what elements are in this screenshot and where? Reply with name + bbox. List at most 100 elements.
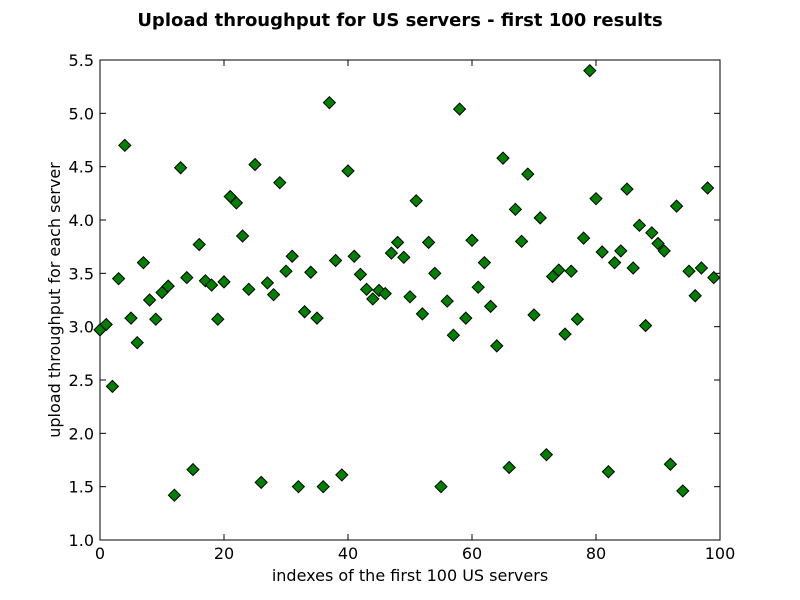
- data-point: [700, 181, 715, 195]
- y-tick-label: 1.5: [69, 478, 94, 497]
- data-point: [564, 264, 578, 278]
- data-point: [465, 233, 479, 247]
- data-point: [167, 488, 182, 502]
- data-point: [707, 270, 721, 285]
- data-point: [477, 255, 492, 270]
- data-point: [558, 327, 572, 341]
- data-point: [638, 318, 653, 333]
- data-point: [514, 234, 529, 249]
- data-point: [595, 245, 609, 259]
- y-axis-ticks: 1.0 1.5 2.0 2.5 3.0 3.5 4.0 4.5 5.0 5.5: [69, 51, 720, 550]
- data-point: [663, 457, 678, 471]
- data-point: [279, 264, 293, 278]
- data-point: [347, 249, 361, 263]
- data-point: [620, 182, 634, 196]
- data-point: [626, 261, 640, 275]
- data-point: [651, 236, 665, 251]
- data-point: [539, 447, 554, 462]
- data-point: [483, 299, 498, 314]
- data-point: [316, 479, 330, 494]
- data-point: [149, 312, 163, 326]
- x-tick-label: 0: [95, 544, 105, 563]
- data-point: [260, 276, 275, 290]
- data-point: [229, 196, 244, 210]
- data-point: [452, 102, 467, 116]
- data-point: [99, 317, 113, 332]
- data-point: [130, 335, 144, 350]
- data-point: [235, 229, 250, 243]
- x-axis-ticks: 0 20 40 60 80 100: [95, 60, 735, 563]
- data-point: [397, 250, 411, 265]
- data-point: [273, 175, 287, 190]
- data-point: [242, 282, 256, 297]
- y-axis-label: upload throughput for each server: [45, 162, 64, 438]
- data-point: [384, 246, 399, 260]
- x-tick-label: 100: [705, 544, 736, 563]
- x-tick-label: 60: [462, 544, 482, 563]
- data-point: [614, 244, 628, 258]
- data-point: [428, 266, 442, 281]
- data-point: [328, 253, 343, 268]
- data-point: [645, 226, 659, 240]
- data-point: [415, 307, 430, 321]
- data-point: [173, 161, 188, 175]
- y-tick-label: 3.5: [69, 264, 94, 283]
- data-point: [589, 191, 603, 206]
- data-point: [576, 231, 591, 245]
- data-point: [266, 287, 281, 302]
- x-axis-label: indexes of the first 100 US servers: [272, 566, 548, 585]
- data-point: [459, 311, 473, 325]
- data-point: [421, 235, 436, 250]
- data-point: [446, 328, 461, 342]
- data-point: [496, 151, 510, 165]
- x-tick-label: 80: [586, 544, 606, 563]
- data-point: [688, 289, 702, 303]
- data-point: [211, 312, 225, 326]
- data-point: [440, 294, 454, 308]
- chart-title: Upload throughput for US servers - first…: [137, 10, 662, 31]
- data-point: [136, 255, 151, 270]
- y-tick-label: 4.0: [69, 211, 94, 230]
- data-point: [254, 475, 268, 490]
- y-tick-label: 4.5: [69, 158, 94, 177]
- data-point: [105, 379, 120, 394]
- data-point: [676, 484, 690, 498]
- data-point: [570, 312, 585, 326]
- data-point: [694, 261, 709, 275]
- y-tick-label: 2.5: [69, 371, 94, 390]
- data-point: [111, 271, 126, 286]
- data-point: [248, 157, 262, 172]
- plot-area: 0 20 40 60 80 100 1.0 1.5 2.0 2.5 3.0 3.5 4.0 4.5 5.0…: [69, 51, 736, 563]
- data-point: [378, 286, 392, 301]
- data-point: [682, 264, 696, 278]
- data-point: [180, 270, 194, 285]
- data-point: [353, 267, 368, 282]
- x-tick-label: 40: [338, 544, 358, 563]
- data-point: [161, 279, 175, 293]
- data-point: [142, 293, 157, 307]
- y-tick-label: 5.0: [69, 104, 94, 123]
- data-point: [304, 265, 318, 279]
- data-points: [93, 63, 721, 502]
- data-point: [322, 95, 337, 110]
- data-point: [285, 249, 299, 263]
- data-point: [533, 211, 547, 225]
- data-point: [335, 468, 349, 482]
- data-point: [521, 167, 535, 181]
- data-point: [601, 465, 616, 479]
- data-point: [124, 311, 138, 325]
- x-tick-label: 20: [214, 544, 234, 563]
- data-point: [341, 164, 355, 178]
- data-point: [390, 235, 405, 250]
- data-point: [434, 479, 448, 494]
- data-point: [490, 339, 504, 353]
- data-point: [310, 311, 324, 325]
- data-point: [204, 278, 219, 292]
- data-point: [508, 202, 523, 217]
- data-point: [583, 63, 597, 78]
- data-point: [527, 308, 541, 322]
- data-point: [297, 305, 312, 319]
- data-point: [552, 263, 566, 277]
